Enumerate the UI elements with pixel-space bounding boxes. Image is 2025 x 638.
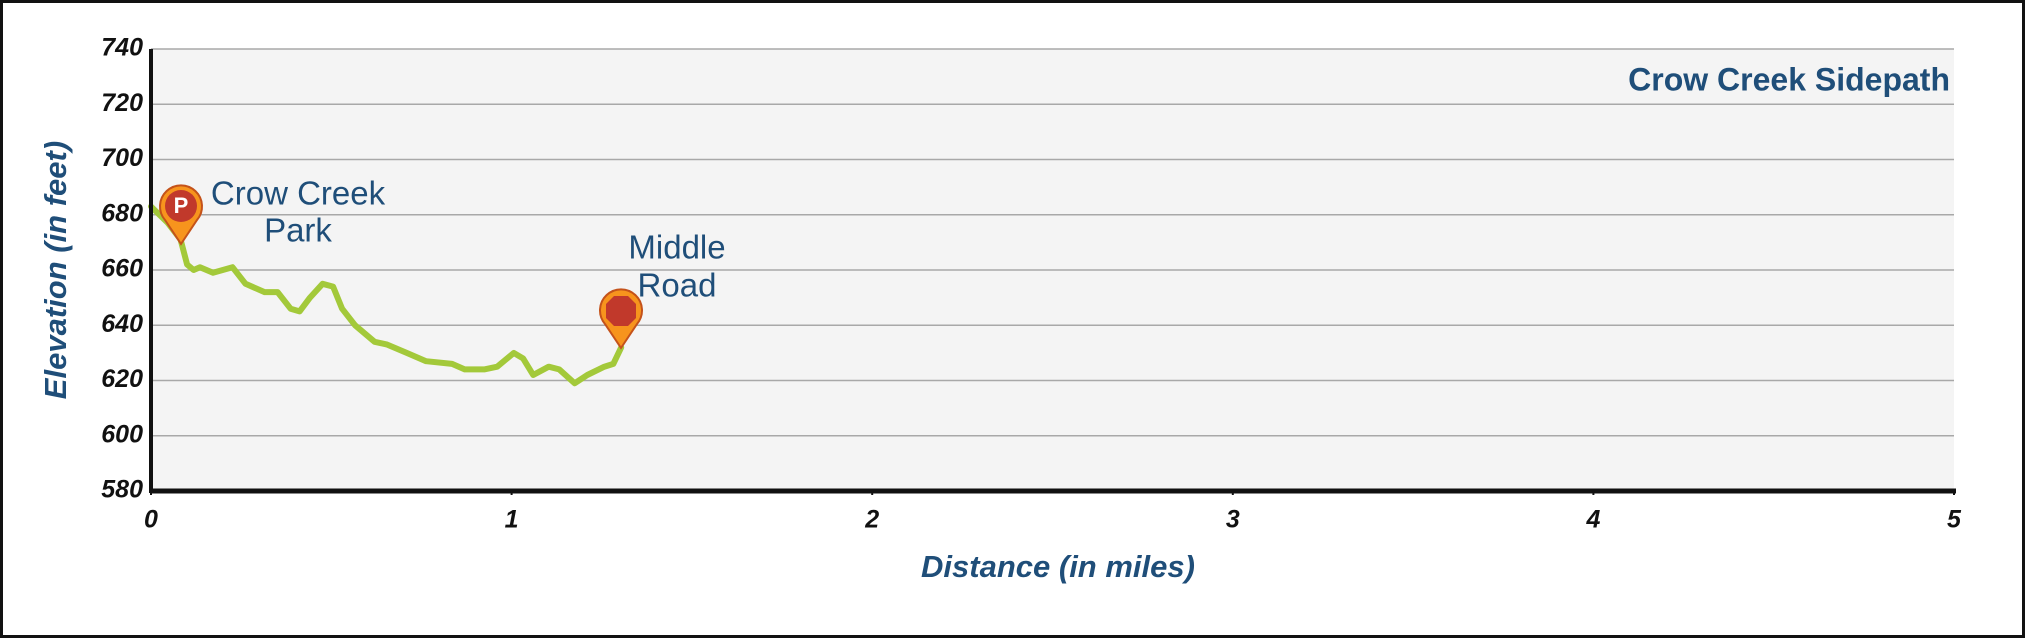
x-axis-title: Distance (in miles) [921,549,1195,584]
annotation: Park [264,212,332,249]
parking-marker: P [159,184,203,246]
annotation: Crow Creek [211,175,386,212]
x-tick-label: 5 [1947,506,1962,534]
x-tick-label: 3 [1226,506,1240,534]
pin-icon: P [174,193,189,218]
y-tick-label: 660 [101,255,143,283]
grid [151,48,1954,492]
x-tick-label: 1 [505,506,519,534]
y-tick-label: 600 [101,420,143,448]
endpoint-marker [599,288,643,350]
pin-head [165,190,197,222]
chart-title: Crow Creek Sidepath [1628,61,1950,97]
y-tick-label: 740 [101,34,143,62]
annotation: Road [638,267,717,304]
x-tick-label: 2 [864,506,879,534]
y-tick-label: 720 [101,89,143,117]
x-tick-label: 4 [1585,506,1600,534]
annotation: Middle [628,229,725,266]
y-tick-label: 680 [101,199,143,227]
y-tick-label: 580 [101,476,143,504]
pin-head [606,296,636,326]
y-axis-title: Elevation (in feet) [38,141,73,399]
profile [148,203,625,387]
y-tick-label: 700 [101,144,143,172]
y-tick-label: 620 [101,365,143,393]
elevation-line [148,203,625,387]
x-tick-label: 0 [144,506,158,534]
y-tick-label: 640 [101,310,143,338]
